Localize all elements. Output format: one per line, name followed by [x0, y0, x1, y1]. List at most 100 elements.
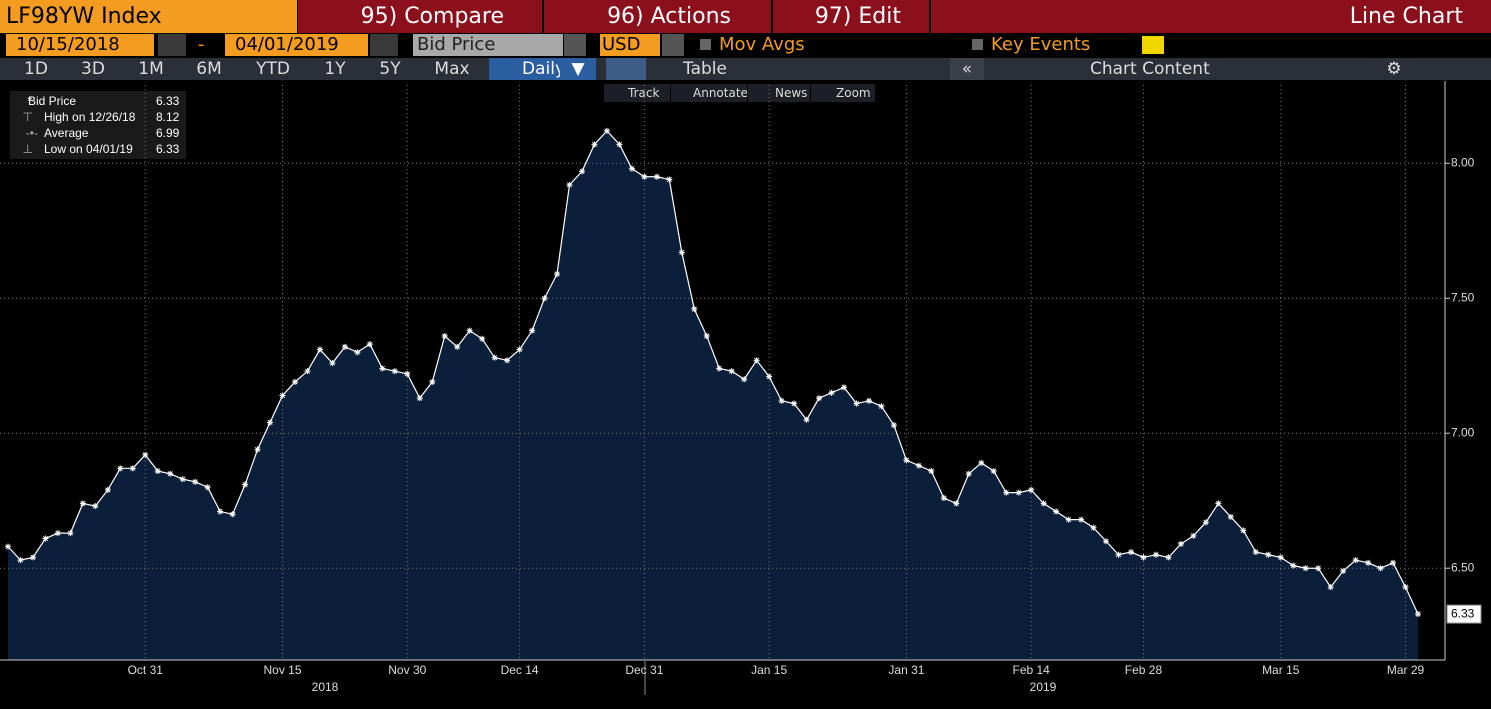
legend-marker: *	[27, 94, 32, 108]
marker	[404, 370, 411, 377]
end-date[interactable]: 04/01/2019	[225, 34, 368, 56]
marker	[1340, 567, 1347, 574]
plot-layer: 6.50 7.00 7.50 8.00 Oct 31 Nov 15 Nov 30 Dec 14…	[0, 81, 1482, 677]
legend-marker: -•-	[26, 126, 38, 140]
line	[7, 130, 1419, 615]
marker	[990, 468, 997, 475]
year-label: 2018	[312, 680, 339, 694]
y-tick-label: 7.50	[1451, 290, 1475, 304]
marker	[766, 373, 773, 380]
marker	[1090, 524, 1097, 531]
period[interactable]: 3D	[73, 58, 113, 80]
period[interactable]: 1D	[16, 58, 56, 80]
marker	[554, 270, 561, 277]
marker	[1240, 527, 1247, 534]
marker	[229, 511, 236, 518]
marker	[29, 554, 36, 561]
marker	[179, 476, 186, 483]
marker	[466, 327, 473, 334]
period[interactable]: 1Y	[315, 58, 355, 80]
marker	[129, 465, 136, 472]
calendar-icon[interactable]	[370, 34, 398, 56]
marker	[366, 341, 373, 348]
marker	[1265, 551, 1272, 558]
dropdown[interactable]	[564, 34, 586, 56]
checkbox[interactable]	[972, 39, 983, 50]
legend-label: High on 12/26/18	[44, 110, 136, 124]
period[interactable]: Max	[427, 58, 477, 80]
collapse[interactable]: «	[950, 58, 984, 80]
option[interactable]: Key Events	[991, 34, 1091, 55]
legend-label: Average	[44, 126, 89, 140]
menu[interactable]: 96) Actions	[544, 0, 771, 33]
legend-value: 6.33	[156, 94, 180, 108]
security[interactable]: LF98YW Index	[0, 0, 297, 33]
marker	[1365, 559, 1372, 566]
chart-content[interactable]: Chart Content	[1090, 58, 1240, 80]
marker	[1115, 551, 1122, 558]
marker	[242, 481, 249, 488]
x-tick-label: Jan 15	[751, 663, 787, 677]
settings[interactable]: ⚙	[1380, 58, 1408, 80]
marker	[953, 500, 960, 507]
marker	[1202, 519, 1209, 526]
tab[interactable]: Table	[650, 58, 760, 80]
dropdown[interactable]	[662, 34, 684, 56]
legend-marker: ⊤	[23, 110, 33, 124]
marker	[628, 165, 635, 172]
info-icon[interactable]	[1142, 36, 1164, 54]
option[interactable]: Mov Avgs	[719, 34, 805, 55]
marker	[1078, 516, 1085, 523]
legend-marker: ⊥	[23, 142, 33, 156]
tool[interactable]: News	[748, 84, 810, 102]
marker	[1327, 584, 1334, 591]
marker	[1277, 554, 1284, 561]
legend-value: 6.99	[156, 126, 180, 140]
y-tick-label: 7.00	[1451, 425, 1475, 439]
period[interactable]: 6M	[189, 58, 229, 80]
marker	[703, 333, 710, 340]
marker	[479, 335, 486, 342]
checkbox[interactable]	[700, 39, 711, 50]
currency[interactable]: USD	[600, 34, 660, 56]
marker	[104, 486, 111, 493]
legend-label: Bid Price	[28, 94, 76, 108]
marker	[1003, 489, 1010, 496]
legend-value: 6.33	[156, 142, 180, 156]
marker	[878, 403, 885, 410]
tool[interactable]: Zoom	[811, 84, 875, 102]
marker	[279, 392, 286, 399]
area	[8, 130, 1418, 660]
period[interactable]: 1M	[131, 58, 171, 80]
frequency[interactable]: Daily	[489, 58, 573, 80]
marker	[978, 459, 985, 466]
marker	[791, 400, 798, 407]
period[interactable]: 5Y	[370, 58, 410, 80]
marker	[1053, 508, 1060, 515]
marker	[1390, 559, 1397, 566]
marker	[653, 173, 660, 180]
marker	[666, 176, 673, 183]
marker	[853, 400, 860, 407]
menu[interactable]: 95) Compare	[298, 0, 542, 33]
dropdown-arrow[interactable]: ▼	[560, 58, 596, 80]
start-date[interactable]: 10/15/2018	[6, 34, 154, 56]
field[interactable]: Bid Price	[413, 34, 563, 56]
marker	[1040, 500, 1047, 507]
last-value-label: 6.33	[1451, 606, 1475, 620]
marker	[1252, 549, 1259, 556]
marker	[167, 470, 174, 477]
menu[interactable]: 97) Edit	[773, 0, 929, 33]
marker	[753, 357, 760, 364]
tool[interactable]: Annotate	[671, 84, 748, 102]
marker	[79, 500, 86, 507]
marker	[1028, 486, 1035, 493]
chart-icon[interactable]	[606, 58, 646, 80]
marker	[1302, 565, 1309, 572]
tool[interactable]: Track	[604, 84, 670, 102]
period[interactable]: YTD	[248, 58, 298, 80]
marker	[865, 397, 872, 404]
marker	[5, 543, 11, 550]
calendar-icon[interactable]	[158, 34, 186, 56]
